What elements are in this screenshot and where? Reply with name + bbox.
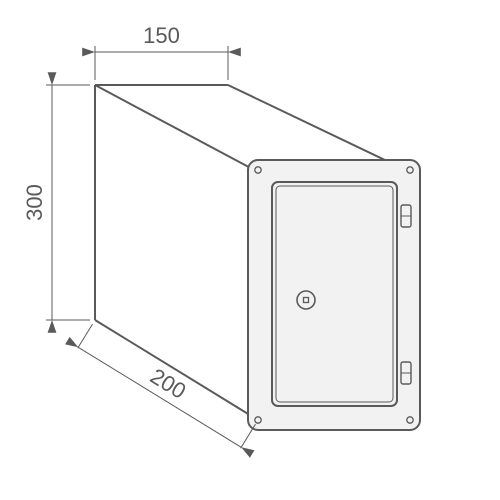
- dimension-width-top-value: 150: [143, 23, 180, 48]
- dimension-height-left: 300: [22, 72, 90, 333]
- dimension-diagram: 150 300 200: [0, 0, 500, 500]
- dimension-height-left-value: 300: [22, 184, 47, 221]
- dimension-width-top: 150: [82, 23, 241, 80]
- front-access-panel: [248, 160, 420, 430]
- door: [272, 182, 397, 406]
- dimension-depth-bottom: 200: [65, 324, 255, 458]
- dimension-depth-bottom-value: 200: [146, 363, 190, 404]
